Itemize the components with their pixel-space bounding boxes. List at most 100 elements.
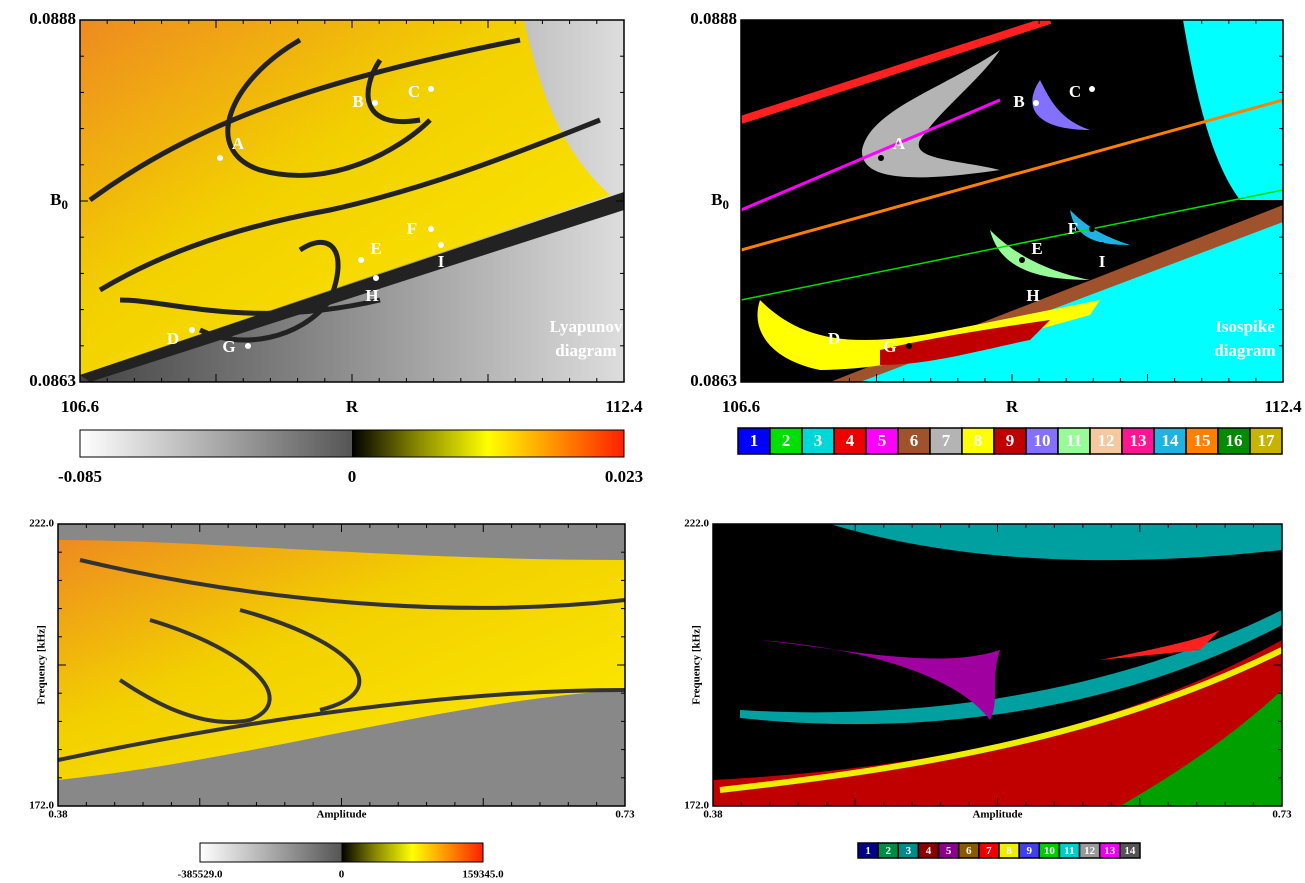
colorbar-label: 0 [339, 869, 345, 881]
y-axis-label: Frequency [kHz] [36, 625, 48, 705]
y-axis-label-sub: 0 [62, 197, 69, 212]
point-marker [1089, 226, 1095, 232]
point-label: E [1031, 239, 1042, 258]
point-marker [245, 343, 251, 349]
y-tick-label: 0.0863 [29, 371, 76, 390]
legend-label: 17 [1258, 431, 1276, 450]
caption: Lyapunov [550, 317, 623, 336]
legend-label: 7 [942, 431, 951, 450]
legend-swatch [1121, 427, 1155, 455]
y-axis-label: B0 [50, 190, 68, 212]
colorbar-label: -0.085 [58, 467, 102, 486]
x-axis-label: R [1006, 397, 1019, 416]
y-axis-label: B0 [711, 190, 729, 212]
isospike-image [713, 524, 1282, 806]
point-label: B [352, 92, 363, 111]
y-tick-label: 172.0 [29, 800, 54, 812]
y-tick-label: 0.0863 [690, 371, 737, 390]
y-tick-label: 0.0888 [690, 9, 737, 28]
caption: diagram [1214, 341, 1275, 360]
x-axis-label: Amplitude [972, 809, 1022, 821]
x-tick-label: 106.6 [61, 397, 99, 416]
point-marker [878, 155, 884, 161]
point-label: A [232, 134, 245, 153]
y-tick-label: 222.0 [684, 518, 709, 530]
x-axis-label: Amplitude [316, 809, 366, 821]
point-marker [358, 257, 364, 263]
x-tick-label: 112.4 [1264, 397, 1302, 416]
legend-label: 3 [814, 431, 823, 450]
legend-label: 8 [1006, 845, 1012, 857]
legend-label: 5 [878, 431, 887, 450]
legend-swatch [865, 427, 899, 455]
colorbar-label: -385529.0 [178, 869, 223, 881]
legend-label: 14 [1124, 845, 1136, 857]
point-label: I [438, 252, 445, 271]
legend-label: 11 [1064, 845, 1074, 857]
point-label: H [365, 286, 378, 305]
point-label: D [167, 329, 179, 348]
point-marker [372, 100, 378, 106]
legend-label: 11 [1066, 431, 1082, 450]
legend-label: 10 [1044, 845, 1056, 857]
point-marker [189, 327, 195, 333]
legend-label: 13 [1130, 431, 1147, 450]
legend-swatch [1089, 427, 1123, 455]
point-marker [373, 275, 379, 281]
legend-swatch [737, 427, 771, 455]
caption: diagram [555, 341, 616, 360]
point-label: A [893, 134, 906, 153]
point-label: G [883, 337, 896, 356]
point-marker [850, 327, 856, 333]
legend-label: 2 [782, 431, 791, 450]
legend-swatch [929, 427, 963, 455]
point-marker [1034, 275, 1040, 281]
y-tick-label: 172.0 [684, 800, 709, 812]
y-axis-label: Frequency [kHz] [691, 625, 703, 705]
legend-swatch [1057, 427, 1091, 455]
legend-swatch [833, 427, 867, 455]
point-marker [1019, 257, 1025, 263]
colorbar-label: 0 [348, 467, 357, 486]
y-axis-label-sub: 0 [723, 197, 730, 212]
legend-label: 10 [1034, 431, 1051, 450]
legend-label: 4 [926, 845, 932, 857]
lyapunov-image [80, 20, 624, 382]
x-tick-label: 112.4 [605, 397, 643, 416]
lyapunov-image [58, 524, 625, 806]
legend-swatch [1025, 427, 1059, 455]
point-marker [428, 226, 434, 232]
legend-label: 12 [1084, 845, 1096, 857]
point-marker [906, 343, 912, 349]
x-tick-label: 0.38 [703, 809, 723, 821]
legend-label: 9 [1026, 845, 1032, 857]
legend-label: 9 [1006, 431, 1015, 450]
point-marker [1089, 86, 1095, 92]
point-label: H [1026, 286, 1039, 305]
legend-swatch [769, 427, 803, 455]
point-label: D [828, 329, 840, 348]
y-axis-label-main: B [50, 190, 61, 209]
colorbar [79, 429, 625, 458]
legend-swatch [801, 427, 835, 455]
legend-label: 4 [846, 431, 855, 450]
y-tick-label: 0.0888 [29, 9, 76, 28]
legend-label: 15 [1194, 431, 1211, 450]
x-axis-label: R [346, 397, 359, 416]
legend-label: 14 [1162, 431, 1180, 450]
point-label: B [1013, 92, 1024, 111]
legend-label: 6 [910, 431, 919, 450]
colorbar [199, 842, 484, 863]
point-label: F [407, 219, 417, 238]
legend-label: 2 [885, 845, 891, 857]
legend-swatch [993, 427, 1027, 455]
isospike-image [741, 20, 1283, 382]
point-label: C [1069, 82, 1081, 101]
legend-label: 13 [1104, 845, 1116, 857]
legend-label: 5 [946, 845, 952, 857]
legend-label: 6 [966, 845, 972, 857]
point-marker [428, 86, 434, 92]
legend-swatch [961, 427, 995, 455]
x-tick-label: 106.6 [722, 397, 760, 416]
